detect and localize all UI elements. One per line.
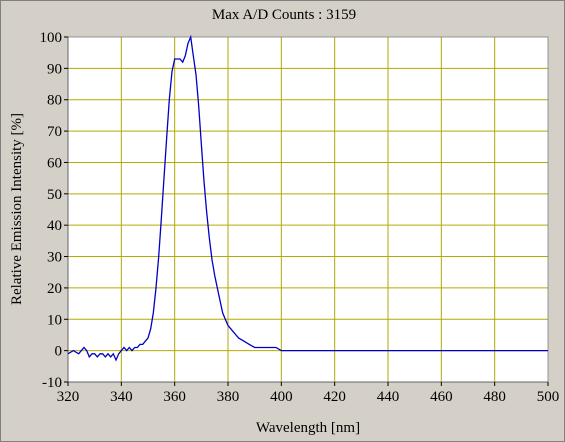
chart-title: Max A/D Counts : 3159 [212, 7, 356, 23]
y-tick-label: 0 [55, 344, 63, 360]
y-tick-label: 20 [47, 281, 62, 297]
y-tick-label: 100 [40, 30, 63, 46]
x-tick-label: 480 [483, 389, 506, 405]
x-axis-label: Wavelength [nm] [256, 420, 360, 436]
x-tick-label: 380 [217, 389, 240, 405]
series-line [67, 34, 548, 362]
y-tick-label: 70 [47, 124, 62, 140]
axes [64, 36, 549, 386]
x-tick-label: 440 [377, 389, 400, 405]
x-tick-label: 400 [270, 389, 293, 405]
x-tick-label: 420 [323, 389, 346, 405]
y-tick-label: 60 [47, 155, 62, 171]
y-tick-label: 40 [47, 218, 62, 234]
x-tick-label: 320 [57, 389, 80, 405]
x-tick-labels: 320 340 360 380 400 420 440 460 480 500 [57, 389, 560, 405]
x-tick-label: 340 [110, 389, 133, 405]
x-tick-label: 500 [537, 389, 560, 405]
y-tick-label: 80 [47, 93, 62, 109]
y-tick-label: 10 [47, 312, 62, 328]
y-tick-label: 90 [47, 61, 62, 77]
plot-border [67, 36, 549, 383]
y-tick-label: 50 [47, 187, 62, 203]
x-tick-label: 360 [163, 389, 186, 405]
y-tick-label: -10 [42, 375, 62, 391]
x-tick-label: 460 [430, 389, 453, 405]
plot-area [68, 37, 548, 382]
grid [68, 37, 548, 382]
y-axis-label: Relative Emission Intensity [%] [9, 113, 25, 305]
y-tick-labels: -10 0 10 20 30 40 50 60 70 80 90 100 [40, 30, 63, 391]
y-tick-label: 30 [47, 250, 62, 266]
